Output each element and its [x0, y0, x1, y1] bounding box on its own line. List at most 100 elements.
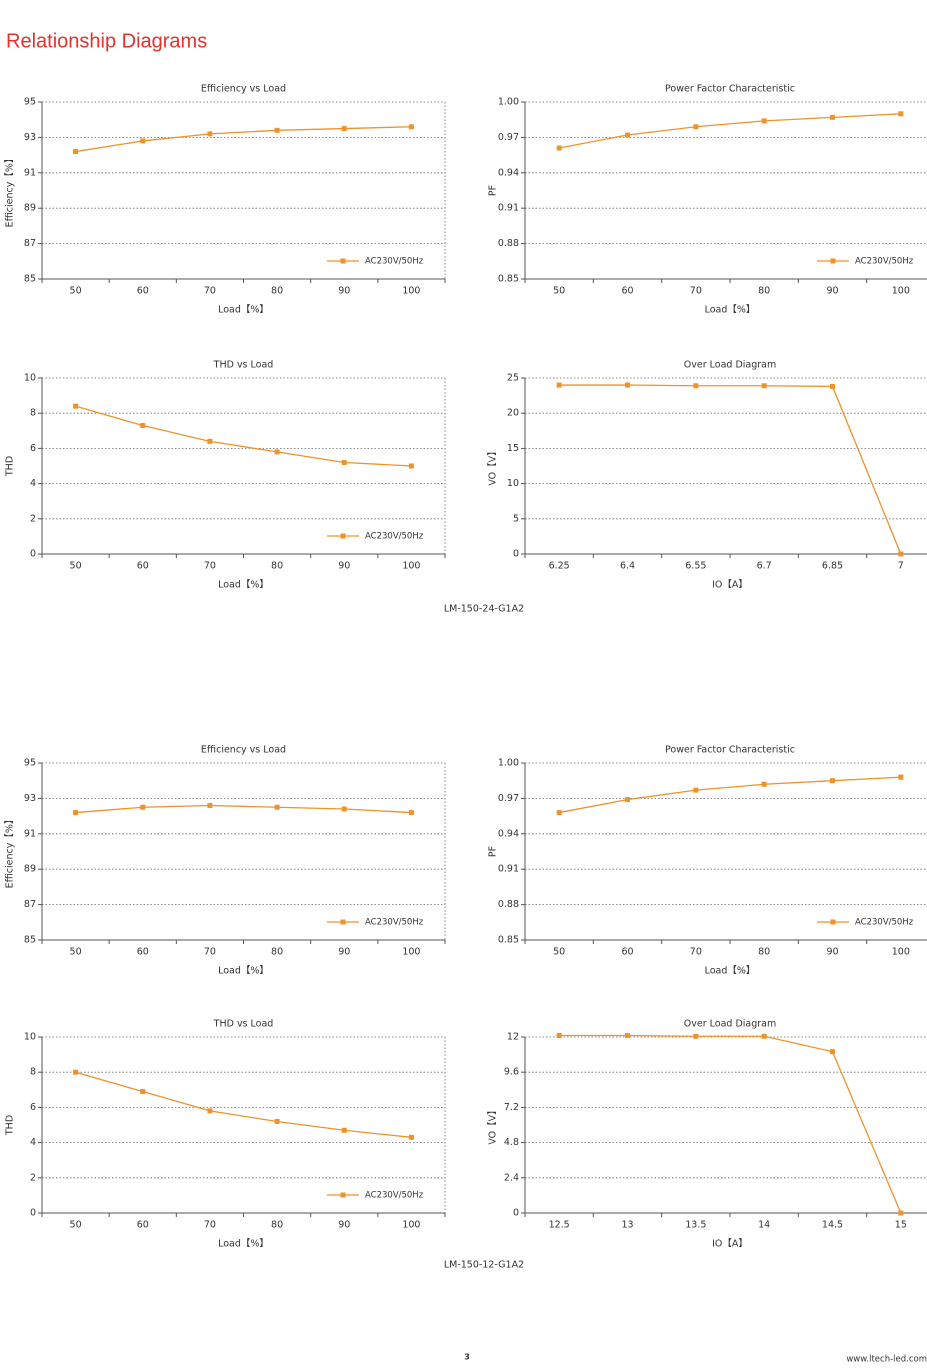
y-tick-label: 9.6: [504, 1067, 519, 1078]
x-tick-label: 100: [892, 947, 910, 958]
y-tick-label: 0.94: [498, 167, 519, 178]
y-tick-label: 0.94: [498, 828, 519, 839]
y-tick-label: 0.97: [498, 132, 519, 143]
x-tick-label: 15: [895, 1220, 907, 1231]
data-point: [898, 774, 904, 780]
y-tick-label: 15: [507, 443, 519, 454]
x-tick-label: 90: [826, 947, 838, 958]
y-tick-label: 0.91: [498, 203, 519, 214]
y-tick-label: 0.85: [498, 274, 519, 285]
x-tick-label: 70: [204, 561, 216, 572]
x-axis-label: IO【A】: [712, 580, 748, 591]
x-tick-label: 80: [271, 286, 283, 297]
x-axis-label: Load【%】: [705, 305, 756, 316]
x-axis-label: Load【%】: [218, 580, 269, 591]
legend-label: AC230V/50Hz: [855, 257, 914, 267]
data-point: [73, 149, 79, 155]
x-tick-label: 80: [271, 561, 283, 572]
data-point: [408, 810, 414, 816]
y-tick-label: 95: [24, 97, 36, 108]
y-tick-label: 89: [24, 864, 36, 875]
data-point: [274, 449, 280, 455]
y-tick-label: 8: [30, 408, 36, 419]
data-point: [693, 787, 699, 793]
data-point: [408, 1134, 414, 1140]
legend-marker: [340, 1192, 346, 1198]
x-tick-label: 50: [70, 286, 82, 297]
data-point: [341, 806, 347, 812]
y-tick-label: 4.8: [504, 1137, 519, 1148]
data-point: [73, 403, 79, 409]
y-tick-label: 8: [30, 1067, 36, 1078]
y-tick-label: 10: [24, 1032, 36, 1043]
y-tick-label: 2: [30, 513, 36, 524]
x-tick-label: 12.5: [549, 1220, 570, 1231]
chart-title: Over Load Diagram: [684, 360, 776, 371]
x-tick-label: 90: [338, 1220, 350, 1231]
x-tick-label: 90: [338, 947, 350, 958]
data-point: [207, 1108, 213, 1114]
series-line: [75, 405, 412, 467]
chart-title: Power Factor Characteristic: [665, 84, 795, 95]
chart-title: THD vs Load: [213, 1019, 274, 1030]
x-tick-label: 6.55: [685, 561, 706, 572]
x-tick-label: 14: [758, 1220, 770, 1231]
x-axis-label: IO【A】: [712, 1239, 748, 1250]
data-point: [761, 1033, 767, 1039]
x-tick-label: 70: [204, 947, 216, 958]
data-point: [693, 1033, 699, 1039]
series-line: [75, 1071, 412, 1138]
data-point: [207, 131, 213, 137]
data-point: [761, 383, 767, 389]
data-point: [625, 132, 630, 138]
y-tick-label: 6: [30, 443, 36, 454]
x-tick-label: 6.7: [757, 561, 772, 572]
legend-label: AC230V/50Hz: [365, 532, 424, 542]
x-tick-label: 80: [271, 1220, 283, 1231]
x-tick-label: 6.4: [620, 561, 635, 572]
data-point: [761, 781, 767, 787]
data-point: [693, 124, 699, 130]
y-axis-label: VO【V】: [488, 446, 499, 485]
x-tick-label: 70: [204, 286, 216, 297]
data-point: [274, 1118, 280, 1124]
x-tick-label: 13: [621, 1220, 633, 1231]
x-tick-label: 100: [892, 286, 910, 297]
x-tick-label: 50: [70, 1220, 82, 1231]
data-point: [207, 802, 213, 808]
legend-marker: [830, 258, 836, 264]
data-point: [830, 383, 835, 389]
caption: LM-150-24-G1A2: [444, 604, 524, 615]
x-tick-label: 60: [137, 1220, 149, 1231]
y-tick-label: 4: [30, 1137, 36, 1148]
legend-label: AC230V/50Hz: [365, 257, 424, 267]
y-tick-label: 0.97: [498, 793, 519, 804]
chart-title: Efficiency vs Load: [201, 745, 286, 756]
x-tick-label: 100: [402, 286, 420, 297]
series-line: [559, 113, 901, 149]
x-tick-label: 60: [137, 947, 149, 958]
data-point: [341, 1127, 347, 1133]
x-tick-label: 50: [70, 947, 82, 958]
y-tick-label: 0: [30, 1208, 36, 1219]
y-tick-label: 91: [24, 167, 36, 178]
y-tick-label: 0: [30, 549, 36, 560]
y-tick-label: 12: [507, 1032, 519, 1043]
y-axis-label: PF: [488, 846, 499, 857]
y-tick-label: 20: [507, 408, 519, 419]
x-tick-label: 70: [690, 947, 702, 958]
x-tick-label: 70: [690, 286, 702, 297]
y-tick-label: 25: [507, 373, 519, 384]
y-tick-label: 5: [513, 513, 519, 524]
data-point: [140, 804, 146, 810]
series-line: [559, 1034, 902, 1214]
data-point: [274, 804, 280, 810]
y-tick-label: 91: [24, 828, 36, 839]
data-point: [761, 118, 767, 124]
data-point: [408, 463, 414, 469]
chart-title: Power Factor Characteristic: [665, 745, 795, 756]
y-tick-label: 93: [24, 793, 36, 804]
page-title: Relationship Diagrams: [6, 30, 207, 52]
